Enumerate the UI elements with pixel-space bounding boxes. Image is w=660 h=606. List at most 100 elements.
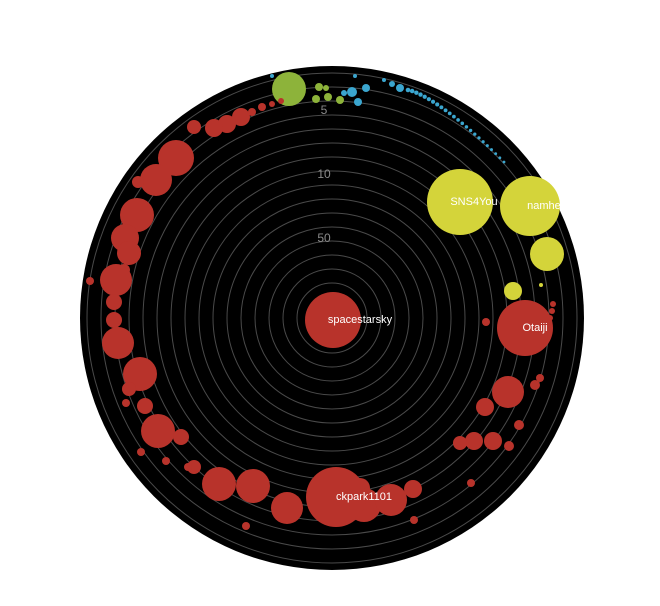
labeled-bubbles (306, 169, 560, 527)
bubble[interactable] (272, 72, 306, 106)
bubble[interactable] (467, 479, 475, 487)
bubble[interactable] (341, 90, 347, 96)
bubble[interactable] (137, 448, 145, 456)
bubble[interactable] (452, 114, 456, 119)
bubble[interactable] (453, 436, 467, 450)
bubble[interactable] (409, 88, 415, 94)
bubble[interactable] (137, 398, 153, 414)
bubble[interactable] (550, 301, 556, 307)
bubble[interactable] (498, 156, 502, 160)
bubble[interactable] (530, 380, 540, 390)
bubble[interactable] (539, 283, 543, 287)
bubble[interactable] (465, 432, 483, 450)
bubble[interactable] (258, 103, 266, 111)
bubble[interactable] (278, 98, 284, 104)
bubble[interactable] (323, 85, 329, 91)
bubble[interactable] (549, 308, 555, 314)
bubble[interactable] (492, 376, 524, 408)
bubble[interactable] (140, 164, 172, 196)
bubble[interactable] (389, 81, 395, 87)
bubble[interactable] (447, 111, 452, 116)
bubble[interactable] (162, 457, 170, 465)
bubble-label-ckpark1101: ckpark1101 (336, 491, 392, 503)
bubble[interactable] (248, 108, 256, 116)
bubble[interactable] (439, 105, 444, 110)
bubble[interactable] (514, 420, 524, 430)
bubble[interactable] (504, 441, 514, 451)
bubble[interactable] (405, 87, 411, 93)
bubble[interactable] (410, 516, 418, 524)
bubble[interactable] (494, 152, 498, 156)
bubble[interactable] (482, 318, 490, 326)
bubble[interactable] (362, 84, 370, 92)
bubble[interactable] (236, 469, 270, 503)
bubble[interactable] (404, 480, 422, 498)
bubble[interactable] (106, 294, 122, 310)
bubble[interactable] (426, 97, 431, 102)
bubble[interactable] (504, 282, 522, 300)
ring-gridline (198, 184, 466, 452)
bubble[interactable] (414, 90, 419, 95)
bubble[interactable] (141, 414, 175, 448)
bubble[interactable] (473, 132, 477, 136)
ring-gridline (296, 282, 368, 354)
bubble[interactable] (468, 128, 473, 133)
bubble[interactable] (375, 484, 407, 516)
bubble[interactable] (106, 312, 122, 328)
bubble[interactable] (202, 467, 236, 501)
bubble[interactable] (435, 102, 440, 107)
bubble-namhee[interactable] (500, 176, 560, 236)
bubble[interactable] (347, 87, 357, 97)
bubble[interactable] (132, 176, 144, 188)
bubble[interactable] (270, 74, 274, 78)
bubble[interactable] (312, 95, 320, 103)
ring-gridline (282, 268, 382, 368)
bubble[interactable] (477, 136, 481, 140)
bubble[interactable] (485, 144, 489, 148)
bubble[interactable] (484, 432, 502, 450)
ring-gridline (240, 226, 424, 410)
bubble[interactable] (354, 98, 362, 106)
bubble[interactable] (86, 277, 94, 285)
bubble[interactable] (456, 118, 460, 122)
bubble[interactable] (324, 93, 332, 101)
bubble[interactable] (158, 140, 194, 176)
bubble[interactable] (430, 99, 436, 104)
bubble[interactable] (353, 74, 357, 78)
bubble[interactable] (382, 78, 386, 82)
bubble[interactable] (489, 148, 493, 152)
ring-label-5: 5 (321, 103, 328, 117)
bubble[interactable] (536, 374, 544, 382)
bubble[interactable] (269, 101, 275, 107)
bubble-otaiji[interactable] (497, 300, 553, 356)
bubble[interactable] (460, 121, 465, 126)
bubble[interactable] (242, 522, 250, 530)
bubble[interactable] (184, 463, 192, 471)
bubble[interactable] (418, 92, 423, 97)
bubble[interactable] (481, 140, 485, 144)
bubble[interactable] (336, 96, 344, 104)
bubble[interactable] (117, 241, 141, 265)
bubble[interactable] (122, 382, 136, 396)
bubble[interactable] (232, 108, 250, 126)
bubble[interactable] (315, 83, 323, 91)
bubble[interactable] (502, 160, 506, 164)
bubble[interactable] (422, 94, 427, 99)
bubble[interactable] (102, 327, 134, 359)
bubble-sns4you[interactable] (427, 169, 493, 235)
bubble[interactable] (187, 460, 201, 474)
bubble[interactable] (464, 125, 469, 129)
bubble[interactable] (396, 84, 404, 92)
bubble[interactable] (122, 399, 130, 407)
bubble[interactable] (100, 264, 132, 296)
bubble[interactable] (443, 108, 448, 113)
bubble[interactable] (271, 492, 303, 524)
bubble[interactable] (120, 198, 154, 232)
bubble[interactable] (173, 429, 189, 445)
bubble-ckpark1101[interactable] (306, 467, 366, 527)
bubble[interactable] (205, 119, 223, 137)
bubble[interactable] (530, 237, 564, 271)
bubble[interactable] (187, 120, 201, 134)
bubble[interactable] (476, 398, 494, 416)
center-bubble[interactable] (305, 292, 361, 348)
